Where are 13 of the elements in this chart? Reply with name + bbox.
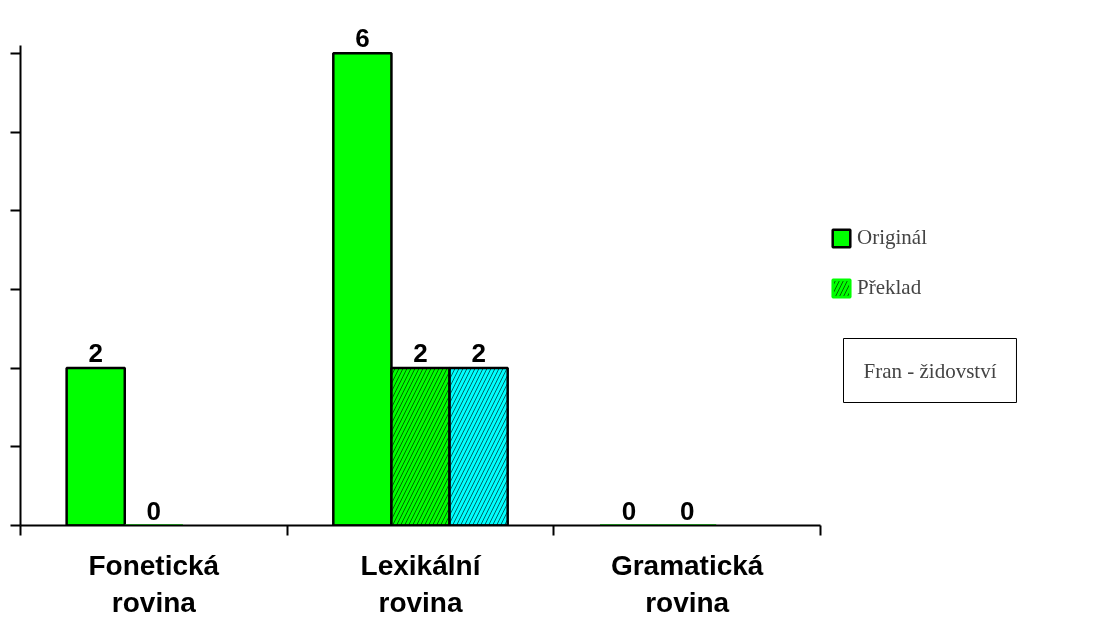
x-tick-label: Fonetická rovina <box>88 549 220 618</box>
data-label: 2 <box>471 338 486 369</box>
x-tick-label: Gramatická rovina <box>610 549 764 618</box>
x-tick-label: Lexikální rovina <box>360 549 482 618</box>
legend-label: Originál <box>857 225 927 250</box>
data-label: 0 <box>146 495 162 526</box>
text: Fran - židovství <box>863 358 997 383</box>
data-label: 2 <box>88 338 103 369</box>
data-label: 0 <box>679 495 695 526</box>
legend-label: Překlad <box>857 275 922 300</box>
data-label: 0 <box>621 495 637 526</box>
data-label: 2 <box>413 338 428 369</box>
data-label: 6 <box>355 23 370 54</box>
